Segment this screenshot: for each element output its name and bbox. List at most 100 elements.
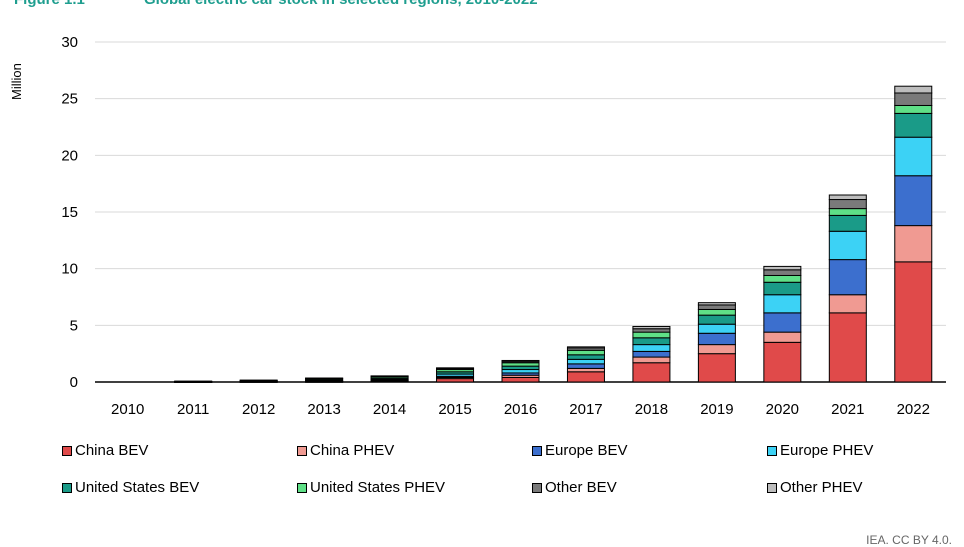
bar-segment	[501, 362, 540, 367]
stacked-bar-chart: 0 5 10 15 20 25 30 2010 2011 2012 2013 2014 2015 2016…	[61, 34, 946, 418]
legend-item: United States PHEV	[297, 479, 445, 496]
bar-segment	[894, 175, 933, 227]
y-tick-label: 20	[61, 147, 78, 164]
bar-segment	[828, 312, 867, 383]
legend-item: United States BEV	[62, 479, 199, 496]
legend-swatch	[62, 482, 72, 493]
x-tick-label: 2012	[242, 401, 275, 418]
legend-item: Europe BEV	[532, 442, 628, 459]
legend-swatch	[297, 445, 307, 456]
legend-swatch	[532, 445, 542, 456]
bar-segment	[305, 377, 344, 380]
bar-segment	[566, 367, 605, 373]
bar-segment	[697, 308, 736, 316]
bar-segment	[436, 378, 475, 383]
x-tick-label: 2013	[307, 401, 340, 418]
y-tick-label: 0	[70, 374, 78, 391]
bar-segment	[501, 359, 540, 363]
legend-label: Europe PHEV	[780, 442, 874, 459]
bar-segment	[632, 331, 671, 339]
x-tick-label: 2018	[635, 401, 668, 418]
x-tick-label: 2015	[438, 401, 471, 418]
bar-segment	[894, 261, 933, 383]
bar-segment	[697, 353, 736, 383]
bar-segment	[566, 371, 605, 383]
bar-segment	[763, 294, 802, 314]
legend-item: Europe PHEV	[767, 442, 873, 459]
legend-item: China BEV	[62, 442, 148, 459]
x-tick-label: 2022	[897, 401, 930, 418]
legend-label: Other PHEV	[780, 479, 863, 496]
x-tick-label: 2020	[766, 401, 799, 418]
bar-segment	[894, 112, 933, 138]
figure-number: Figure 1.1	[14, 0, 144, 8]
bar-segment	[632, 362, 671, 383]
bar-segment	[894, 136, 933, 177]
bar-segment	[828, 208, 867, 216]
bar-segment	[828, 230, 867, 261]
x-tick-label: 2010	[111, 401, 144, 418]
bar-segment	[632, 325, 671, 330]
bar-segment	[632, 350, 671, 358]
x-tick-label: 2014	[373, 401, 406, 418]
bar-segment	[828, 259, 867, 296]
bar-segment	[763, 274, 802, 283]
bar-segment	[697, 302, 736, 306]
bar-segment	[239, 379, 278, 382]
bar-segment	[763, 341, 802, 383]
bar-segment	[697, 332, 736, 346]
legend-label: China BEV	[75, 442, 149, 459]
bar-segment	[566, 349, 605, 356]
bar-segment	[566, 354, 605, 360]
bar-segment	[436, 367, 475, 369]
bar-segment	[501, 365, 540, 371]
legend-swatch	[62, 445, 72, 456]
x-tick-label: 2017	[569, 401, 602, 418]
bar-segment	[697, 314, 736, 325]
bar-segment	[763, 312, 802, 333]
bar-segment	[697, 304, 736, 310]
bar-segment	[370, 375, 409, 377]
bar-segment	[763, 269, 802, 276]
bar-segment	[697, 344, 736, 355]
x-tick-label: 2011	[177, 401, 209, 418]
bar-segment	[174, 380, 213, 383]
x-tick-label: 2016	[504, 401, 537, 418]
source-credit: IEA. CC BY 4.0.	[866, 533, 952, 547]
bar-segment	[894, 85, 933, 94]
legend-label: China PHEV	[310, 442, 395, 459]
y-tick-label: 25	[61, 91, 78, 108]
y-tick-label: 10	[61, 261, 78, 278]
legend-item: China PHEV	[297, 442, 394, 459]
bar-segment	[828, 194, 867, 201]
bar-segment	[828, 294, 867, 314]
bar-segment	[632, 328, 671, 333]
figure-title-text: Global electric car stock in selected re…	[144, 0, 538, 8]
legend-label: Other BEV	[545, 479, 617, 496]
bar-segment	[566, 358, 605, 365]
y-tick-label: 5	[70, 317, 78, 334]
legend-item: Other PHEV	[767, 479, 863, 496]
bar-segment	[632, 356, 671, 364]
bar-segment	[763, 281, 802, 296]
figure-title: Figure 1.1Global electric car stock in s…	[14, 0, 538, 8]
bar-segment	[828, 214, 867, 232]
bar-segment	[763, 265, 802, 271]
bar-segment	[566, 346, 605, 349]
bar-segment	[632, 344, 671, 352]
bar-segment	[697, 323, 736, 334]
bar-segment	[632, 337, 671, 346]
legend-swatch	[767, 445, 777, 456]
x-tick-label: 2021	[831, 401, 864, 418]
bar-segment	[763, 331, 802, 343]
y-tick-label: 30	[61, 34, 78, 51]
legend-label: Europe BEV	[545, 442, 628, 459]
bar-segment	[501, 376, 540, 383]
y-tick-label: 15	[61, 204, 78, 221]
bar-segment	[828, 199, 867, 210]
legend-item: Other BEV	[532, 479, 617, 496]
bar-segment	[894, 225, 933, 263]
legend-label: United States PHEV	[310, 479, 446, 496]
bar-segment	[566, 363, 605, 369]
legend-swatch	[532, 482, 542, 493]
